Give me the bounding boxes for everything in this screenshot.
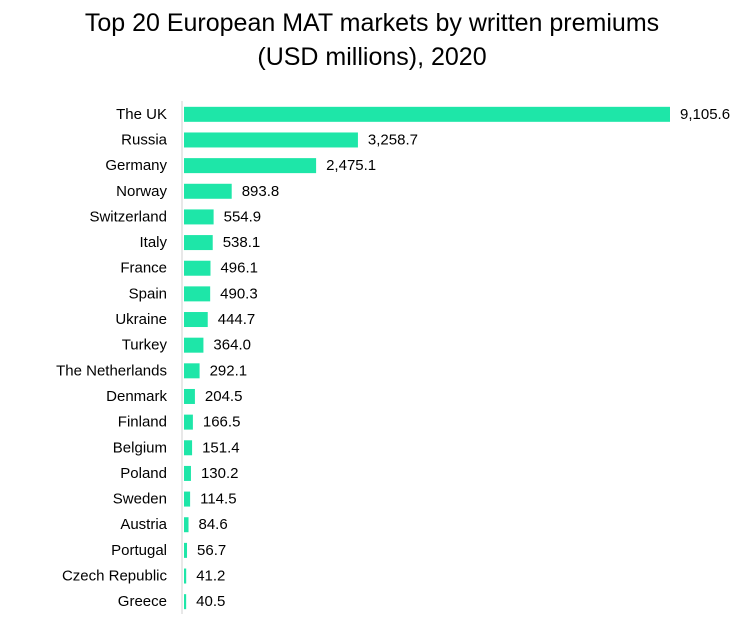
category-label: Finland <box>118 414 167 431</box>
bar <box>184 568 187 584</box>
bar <box>184 465 191 481</box>
category-label: France <box>120 260 167 277</box>
category-label: Turkey <box>122 337 168 354</box>
category-label: Austria <box>120 516 167 533</box>
category-label: Portugal <box>111 542 167 559</box>
bar <box>184 183 232 199</box>
data-label: 893.8 <box>242 183 280 200</box>
bar <box>184 106 670 122</box>
category-label: Czech Republic <box>62 568 168 585</box>
data-label: 40.5 <box>196 593 225 610</box>
bar <box>184 286 211 302</box>
bar <box>184 235 213 251</box>
category-label: Switzerland <box>89 208 167 225</box>
category-label: Denmark <box>106 388 167 405</box>
category-label: Italy <box>139 234 167 251</box>
bar <box>184 440 193 456</box>
bar <box>184 414 193 430</box>
chart-title: Top 20 European MAT markets by written p… <box>84 9 660 71</box>
data-label: 84.6 <box>199 516 228 533</box>
data-label: 444.7 <box>218 311 256 328</box>
data-label: 114.5 <box>200 491 236 508</box>
bar <box>184 260 211 276</box>
category-label: Poland <box>120 465 167 482</box>
data-label: 3,258.7 <box>368 131 418 148</box>
bar <box>184 312 208 328</box>
data-label: 130.2 <box>201 465 239 482</box>
bar <box>184 132 358 148</box>
bar <box>184 594 187 610</box>
data-label: 496.1 <box>220 260 258 277</box>
data-label: 364.0 <box>213 337 251 354</box>
category-label: Ukraine <box>115 311 167 328</box>
data-label: 490.3 <box>220 285 258 302</box>
category-label: The UK <box>116 106 167 123</box>
data-label: 554.9 <box>224 208 262 225</box>
category-label: Norway <box>116 183 167 200</box>
bar <box>184 388 195 404</box>
data-label: 166.5 <box>203 414 241 431</box>
data-label: 204.5 <box>205 388 243 405</box>
bar <box>184 517 189 533</box>
bar <box>184 209 214 225</box>
bars: The UK 9,105.6 Russia 3,258.7 Germany 2,475.1… <box>56 106 730 610</box>
data-label: 151.4 <box>202 439 240 456</box>
category-label: Greece <box>118 593 167 610</box>
data-label: 9,105.6 <box>680 106 730 123</box>
data-label: 292.1 <box>210 362 248 379</box>
bar <box>184 542 188 558</box>
bar <box>184 158 317 174</box>
data-label: 538.1 <box>223 234 261 251</box>
bar <box>184 491 191 507</box>
category-label: Spain <box>129 285 167 302</box>
data-label: 2,475.1 <box>326 157 376 174</box>
category-label: Sweden <box>113 491 167 508</box>
data-label: 56.7 <box>197 542 226 559</box>
category-label: The Netherlands <box>56 362 167 379</box>
bar <box>184 363 200 379</box>
bar <box>184 337 204 353</box>
category-label: Belgium <box>113 439 167 456</box>
data-label: 41.2 <box>196 568 225 585</box>
category-label: Germany <box>105 157 167 174</box>
category-label: Russia <box>121 131 168 148</box>
